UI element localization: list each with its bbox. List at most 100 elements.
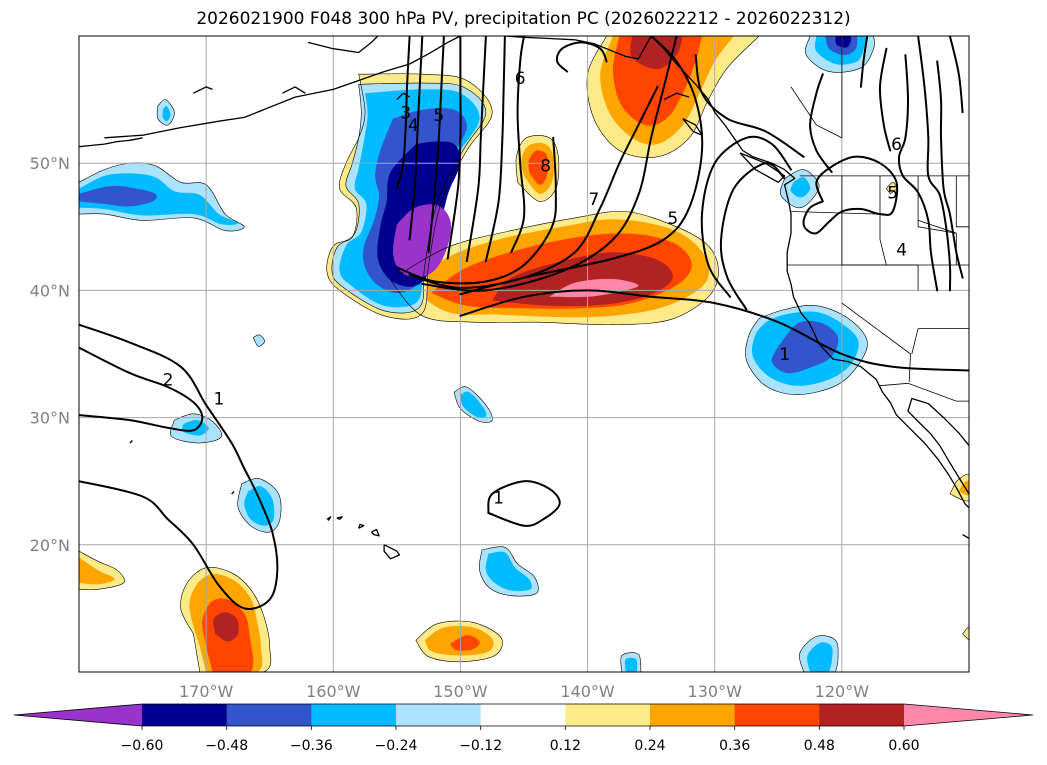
precip-region-outline: [170, 413, 223, 444]
pv-contour: [859, 36, 869, 88]
contour-label: 5: [433, 106, 444, 126]
precip-region-outline: [180, 566, 272, 672]
pv-contour: [79, 346, 204, 432]
pv-contour: [809, 73, 833, 174]
precip-region: [528, 150, 549, 185]
precip-region: [79, 185, 157, 207]
contour-label: 8: [540, 157, 551, 177]
precip-region-outline: [745, 305, 868, 396]
axis-tick-labels: 170°W 160°W 150°W 140°W 130°W 120°W 20°N 30°N 40…: [30, 154, 870, 701]
border-line: [955, 175, 969, 228]
colorbar-segment: [650, 704, 736, 726]
border-line: [911, 328, 969, 355]
colorbar-segment: [142, 704, 228, 726]
coastline: [231, 490, 235, 495]
colorbar-segment: [819, 704, 905, 726]
precip-region: [460, 391, 487, 418]
precip-region: [79, 557, 115, 585]
pv-contour: [446, 36, 462, 260]
coastline: [336, 516, 343, 520]
precip-region: [485, 551, 532, 592]
contour-label: 3: [400, 103, 411, 123]
precip-region: [962, 627, 969, 641]
colorbar-extend-low: [14, 704, 142, 726]
pv-contour: [459, 36, 704, 296]
pv-contour: [487, 480, 561, 527]
pv-contour: [421, 36, 678, 292]
precip-region-outline: [886, 181, 897, 195]
contour-label: 1: [493, 489, 504, 509]
colorbar-segment: [565, 704, 651, 726]
contour-label: 7: [589, 190, 600, 210]
border-line: [879, 175, 887, 266]
precip-region-outline: [620, 652, 642, 672]
coastline: [370, 528, 380, 537]
coastline: [907, 397, 969, 495]
colorbar-tick-label: 0.36: [719, 738, 750, 754]
pv-contour: [395, 36, 411, 190]
pv-contour: [465, 36, 487, 263]
pv-contour: [555, 41, 608, 73]
precip-region: [790, 177, 811, 198]
coastline: [129, 440, 133, 444]
coastline: [383, 544, 401, 560]
colorbar-tick-label: −0.60: [121, 738, 164, 754]
y-tick-label: 20°N: [30, 536, 70, 555]
pv-contour: [719, 162, 786, 311]
colorbar: −0.60 −0.48 −0.36 −0.24 −0.12 0.12 0.24 0.36 0.4…: [13, 703, 1034, 754]
contour-label: 1: [779, 345, 790, 365]
y-tick-label: 50°N: [30, 154, 70, 173]
coastline: [79, 137, 143, 148]
colorbar-tick-label: −0.36: [290, 738, 333, 754]
precip-region-outline: [156, 99, 175, 126]
x-tick-label: 130°W: [688, 682, 743, 701]
coastline: [193, 86, 213, 94]
coastline: [650, 36, 969, 509]
contour-label: 1: [213, 390, 224, 410]
precip-region: [549, 278, 639, 298]
colorbar-segment: [311, 704, 397, 726]
pv-contour: [802, 155, 899, 235]
precip-region: [958, 480, 969, 496]
colorbar-tick-label: 0.48: [804, 738, 835, 754]
contour-label: 6: [891, 135, 902, 155]
precip-region-outline: [805, 36, 875, 73]
colorbar-tick-label: −0.24: [375, 738, 418, 754]
colorbar-segment: [734, 704, 820, 726]
border-line: [841, 302, 911, 383]
coastlines: [79, 36, 969, 560]
precip-region-outline: [949, 473, 969, 502]
precip-region: [213, 612, 239, 642]
colorbar-segment: [480, 704, 566, 726]
contour-label: 5: [667, 209, 678, 229]
y-tick-label: 30°N: [30, 409, 70, 428]
pv-contour: [948, 36, 964, 114]
coastline: [282, 86, 306, 94]
precip-region: [771, 320, 839, 374]
coastline: [504, 36, 652, 60]
pv-contour: [408, 85, 659, 289]
coastline: [326, 516, 332, 521]
colorbar-tick-label: 0.60: [888, 738, 919, 754]
pv-contour: [427, 36, 445, 254]
colorbar-segment: [396, 704, 482, 726]
precip-region-outline: [237, 478, 282, 533]
precip-region-outline: [79, 550, 125, 591]
contour-label: 4: [896, 241, 907, 261]
chart-title: 2026021900 F048 300 hPa PV, precipitatio…: [196, 9, 851, 29]
precip-region: [624, 657, 638, 672]
precip-region-outline: [415, 620, 503, 663]
precip-region: [450, 635, 480, 651]
precip-region: [492, 252, 673, 307]
precip-fill-layer: [79, 36, 969, 672]
x-tick-label: 140°W: [560, 682, 615, 701]
precip-region-outline: [478, 546, 539, 597]
colorbar-tick-label: 0.24: [634, 738, 665, 754]
pv-contour: [408, 36, 424, 241]
x-tick-label: 120°W: [815, 682, 870, 701]
pv-contour: [936, 60, 964, 279]
pv-contour: [510, 36, 526, 254]
pv-contour: [700, 135, 792, 298]
coastline: [962, 534, 969, 539]
